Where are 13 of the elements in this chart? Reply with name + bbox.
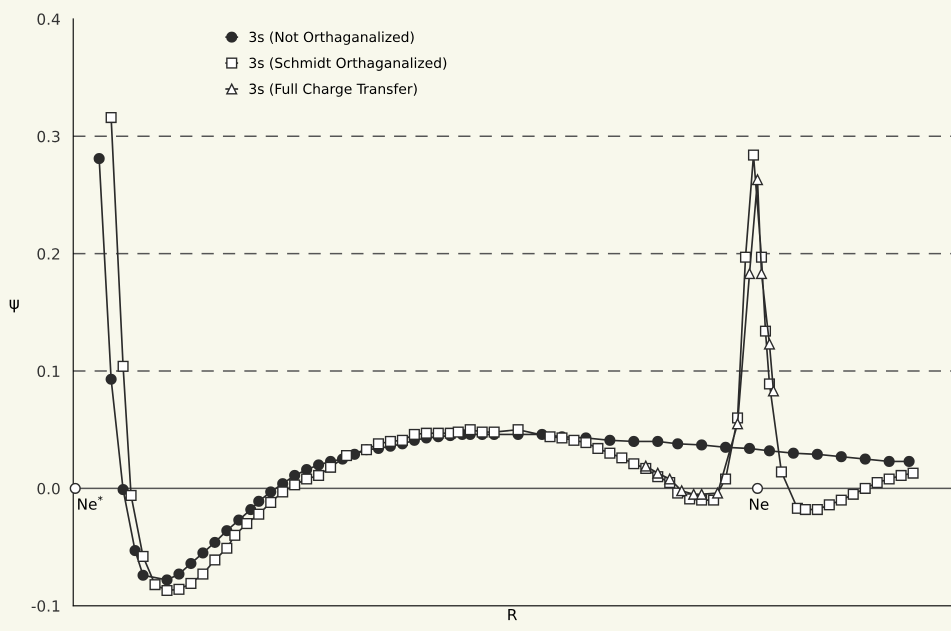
legend-label: 3s (Schmidt Orthaganalized) xyxy=(249,57,446,71)
x-axis-title: R xyxy=(508,609,517,620)
annotation: Ne xyxy=(750,498,768,510)
y-axis-title: ψ xyxy=(10,300,19,312)
y-tick-label: -0.1 xyxy=(32,600,60,612)
y-tick-label: 0.2 xyxy=(37,248,60,260)
y-tick-label: 0.3 xyxy=(37,130,60,142)
annotation: Ne$^{*}$ xyxy=(78,496,103,510)
y-tick-label: 0.0 xyxy=(37,482,60,494)
legend-label: 3s (Not Orthaganalized) xyxy=(249,31,414,45)
legend-label: 3s (Full Charge Transfer) xyxy=(249,83,417,97)
y-tick-label: 0.4 xyxy=(37,13,60,25)
y-tick-label: 0.1 xyxy=(37,365,60,378)
